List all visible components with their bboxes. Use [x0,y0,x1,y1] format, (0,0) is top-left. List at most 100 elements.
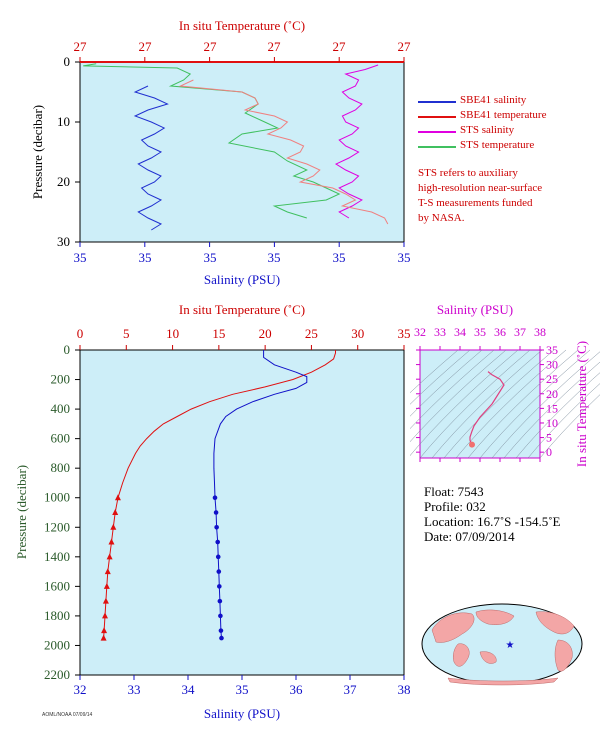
density-contour [410,349,507,443]
land-mass [554,639,573,672]
top-chart-top-ticklabels: 27 27 27 27 27 27 [74,39,412,54]
tick-label: 200 [51,372,71,387]
line-swatch-icon [418,116,456,118]
tick-label: 34 [182,682,196,697]
density-contour [410,349,483,417]
profile-markers [100,494,224,641]
tick-label: 33 [128,682,141,697]
salinity-profile-line [213,350,308,639]
note-line: high-resolution near-surface [418,182,543,194]
profile-bottom-ticklabels: 32 33 34 35 36 37 38 [74,682,411,697]
tick-label: 30 [546,358,558,372]
tick-label: 35 [139,250,152,265]
profile-y-ticklabels: 0 200 400 600 800 1000 1200 1400 1600 1800 2000 220… [44,342,70,682]
tick-label: 27 [268,39,282,54]
salinity-marker [217,598,223,604]
temperature-marker [114,494,121,501]
salinity-marker [213,510,219,515]
tick-label: 27 [74,39,88,54]
salinity-marker [218,628,224,633]
legend-label: STS temperature [460,139,535,151]
tick-label: 0 [77,326,84,341]
tick-label: 0 [64,342,71,357]
tick-label: 36 [494,325,506,339]
tick-label: 37 [344,682,358,697]
float-location-marker-icon: ★ [506,640,515,651]
tick-label: 10 [57,114,70,129]
tick-label: 35 [398,326,411,341]
tick-label: 35 [268,250,281,265]
ts-density-contours [410,349,600,459]
note-line: by NASA. [418,212,465,224]
profile-plot-area [79,349,405,676]
land-mass [453,643,470,667]
tick-label: 2000 [44,637,70,652]
ts-top-ticklabels: 32 33 34 35 36 37 38 [414,325,546,339]
land-mass [447,677,559,686]
temperature-profile-line [103,350,336,639]
tick-label: 25 [305,326,318,341]
temperature-marker [112,509,119,515]
land-mass [535,611,575,635]
tick-label: 27 [139,39,153,54]
trace-line [334,64,379,219]
salinity-marker [215,554,221,560]
density-contour [410,349,471,405]
ts-deep-cluster [469,441,475,448]
tick-label: 32 [74,682,87,697]
line-swatch-icon [418,131,456,133]
temperature-marker [102,597,109,604]
profile-chart: In situ Temperature (˚C) 0 5 10 15 20 25 30 35 … [14,302,411,721]
tick-label: 35 [546,343,558,357]
salinity-marker [212,495,218,501]
tick-label: 27 [204,39,218,54]
density-contour [410,349,519,457]
ts-curve [469,371,505,445]
top-chart-top-axis-title: In situ Temperature (˚C) [179,18,305,33]
top-chart-bottom-axis-title: Salinity (PSU) [204,272,280,287]
density-contour [503,361,600,459]
density-contour [515,372,600,459]
temperature-marker [110,523,117,530]
density-contour [539,394,600,459]
float-number: Float: 7543 [424,484,484,499]
tick-label: 5 [123,326,130,341]
tick-label: 30 [57,234,70,249]
density-contour [410,349,495,429]
line-swatch-icon [418,146,456,148]
density-contour [410,349,459,394]
tick-label: 25 [546,372,558,386]
density-contour [419,349,531,459]
salinity-marker [218,613,223,619]
tick-label: 2200 [44,667,70,682]
tick-label: 1600 [44,578,70,593]
tick-label: 1400 [44,549,70,564]
top-chart-y-ticklabels: 0 10 20 30 [57,54,70,249]
legend-note: STS refers to auxiliary high-resolution … [418,166,598,226]
ts-plot-area [419,349,541,459]
tick-label: 35 [236,682,249,697]
tick-label: 36 [290,682,304,697]
tick-label: 35 [74,250,87,265]
top-chart-ylabel: Pressure (decibar) [30,105,45,199]
float-info: Float: 7543 Profile: 032 Location: 16.7˚… [424,484,560,544]
temperature-marker [103,582,110,589]
location-map: ★ [421,603,583,686]
tick-label: 400 [51,401,71,416]
tick-label: 33 [434,325,446,339]
note-line: STS refers to auxiliary [418,167,518,179]
tick-label: 30 [351,326,364,341]
temperature-marker [101,612,108,619]
profile-ticks [75,345,405,680]
tick-label: 35 [204,250,217,265]
legend-label: STS salinity [460,124,515,136]
tick-label: 32 [414,325,426,339]
trace-line [133,85,169,231]
legend-label: SBE41 salinity [460,94,527,106]
salinity-marker [215,539,220,545]
profile-ylabel: Pressure (decibar) [14,465,29,559]
tick-label: 5 [546,431,552,445]
top-chart: In situ Temperature (˚C) 27 27 27 27 27 … [30,18,412,287]
map-land [431,609,575,686]
